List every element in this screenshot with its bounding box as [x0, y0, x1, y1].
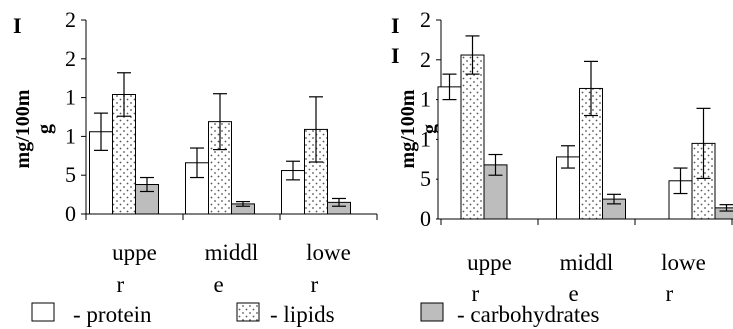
- x-tick-label-wrap: e: [569, 281, 579, 306]
- x-tick-label-wrap: r: [117, 272, 125, 297]
- legend-label-carbohydrates: - carbohydrates: [457, 302, 599, 327]
- legend: - protein - lipids - carbohydrates: [31, 302, 599, 327]
- y-tick-label: 2: [420, 47, 431, 72]
- error-bar-lipids: [465, 35, 480, 75]
- bar-lipids: [460, 54, 485, 220]
- x-tick-label-wrap: e: [214, 272, 224, 297]
- y-tick-label: 0: [65, 201, 76, 226]
- x-tick-label: middl: [205, 240, 259, 265]
- x-tick-label: middl: [560, 250, 614, 275]
- y-tick-label: 5: [420, 166, 431, 191]
- y-tick-label: 2: [65, 7, 76, 32]
- x-tick-label-wrap: r: [666, 281, 674, 306]
- x-tick-label-wrap: r: [311, 272, 319, 297]
- error-bar-protein: [442, 73, 457, 101]
- legend-label-protein: - protein: [73, 302, 152, 327]
- error-bar-protein: [286, 160, 300, 181]
- x-tick-label: uppe: [112, 240, 157, 265]
- error-bar-protein: [190, 147, 204, 179]
- error-bar-carbohydrates: [607, 193, 621, 205]
- error-bar-protein: [94, 112, 108, 151]
- y-tick-label: 2: [420, 7, 431, 32]
- error-bar-lipids: [309, 96, 323, 163]
- error-bar-carbohydrates: [140, 176, 154, 193]
- x-tick-label: uppe: [467, 250, 512, 275]
- error-bar-carbohydrates: [719, 204, 733, 212]
- y-tick-label: 0: [420, 206, 431, 231]
- x-tick-label: lowe: [306, 240, 351, 265]
- y-tick-label: 5: [65, 162, 76, 187]
- error-bar-protein: [673, 167, 688, 195]
- panel-label: I: [391, 13, 400, 38]
- y-axis-label: mg/100mg: [397, 89, 441, 168]
- error-bar-lipids: [117, 72, 131, 117]
- y-tick-label: 2: [65, 46, 76, 71]
- x-tick-label-wrap: r: [472, 281, 480, 306]
- y-tick-label: 1: [65, 123, 76, 148]
- legend-label-lipids: - lipids: [270, 302, 335, 327]
- legend-swatch-lipids: [236, 302, 260, 322]
- error-bar-carbohydrates: [488, 153, 503, 176]
- legend-swatch-protein: [31, 302, 55, 322]
- error-bar-carbohydrates: [332, 197, 346, 207]
- legend-swatch-carbohydrates: [420, 302, 444, 322]
- error-bar-carbohydrates: [236, 200, 250, 207]
- bar-protein: [437, 86, 462, 220]
- error-bar-lipids: [213, 93, 227, 151]
- y-tick-label: 1: [420, 126, 431, 151]
- panel-label: I: [391, 43, 400, 68]
- x-tick-label: lowe: [661, 250, 706, 275]
- panel-label: I: [13, 13, 22, 38]
- y-tick-label: 1: [65, 85, 76, 110]
- error-bar-lipids: [584, 60, 598, 117]
- bar-carbohydrates: [714, 207, 733, 220]
- y-tick-label: 1: [420, 87, 431, 112]
- error-bar-lipids: [696, 107, 711, 180]
- y-axis-label: mg/100mg: [12, 89, 56, 168]
- error-bar-protein: [561, 145, 575, 169]
